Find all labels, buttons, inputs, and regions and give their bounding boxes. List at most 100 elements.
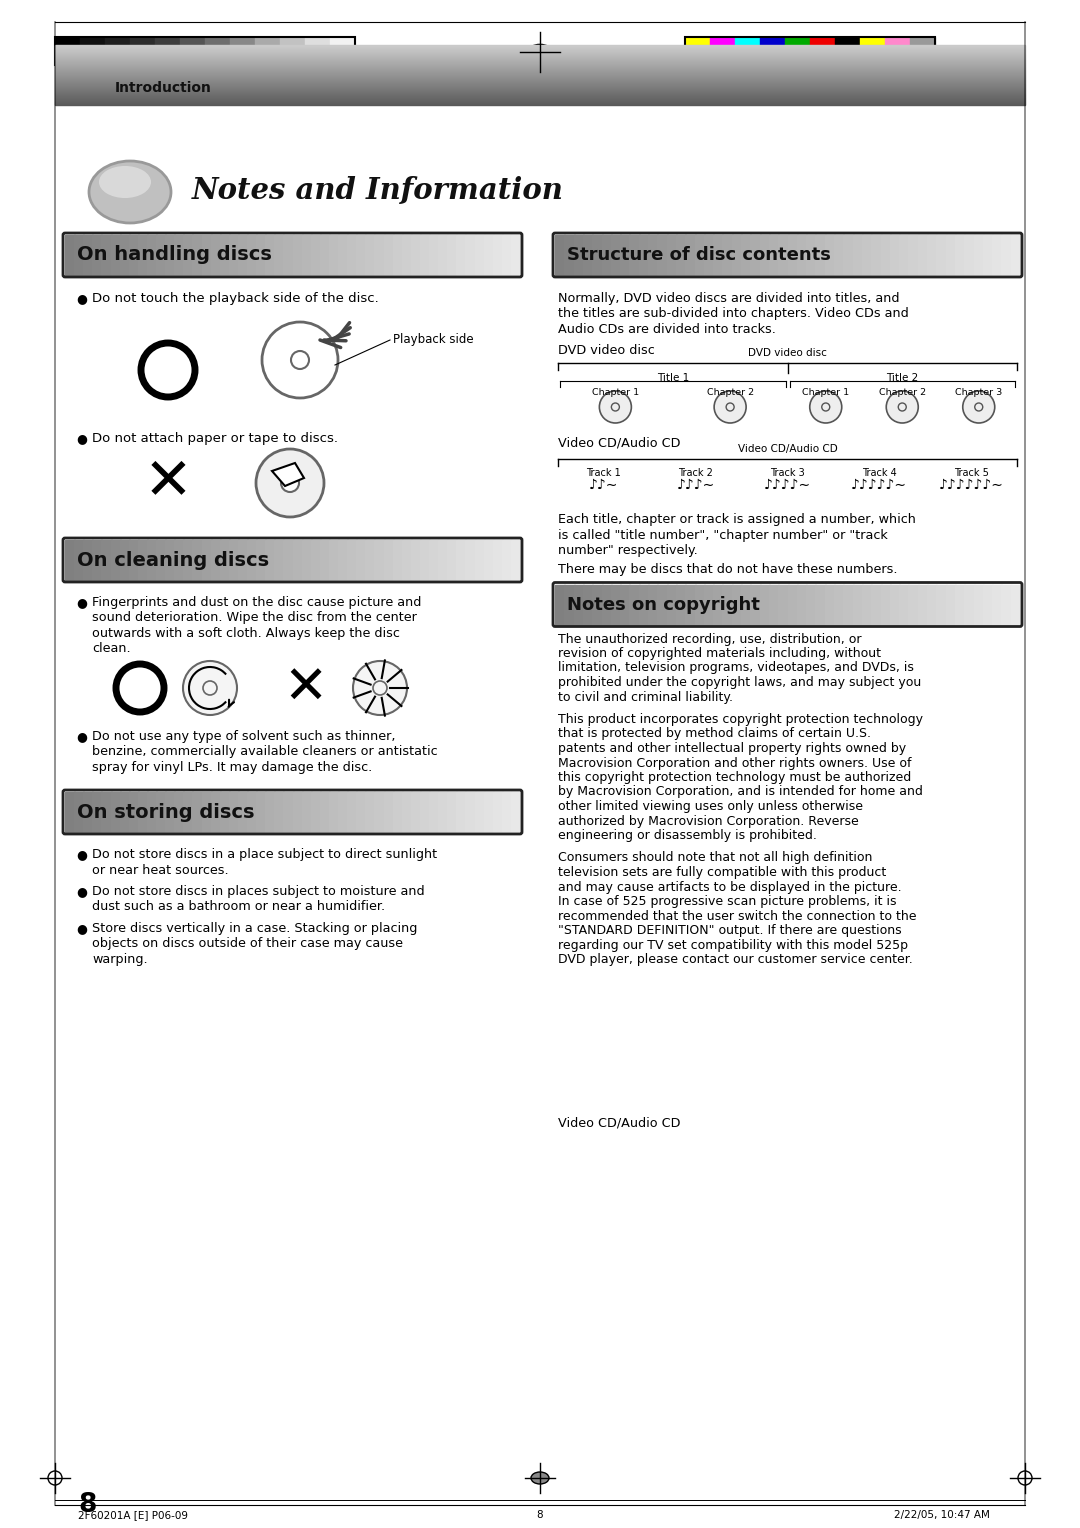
Bar — [438, 539, 448, 581]
Bar — [555, 585, 565, 625]
Bar — [147, 235, 157, 275]
Bar — [301, 235, 312, 275]
Bar — [710, 37, 735, 66]
Text: Track 4: Track 4 — [862, 468, 896, 478]
Bar — [80, 37, 105, 66]
Text: DVD video disc: DVD video disc — [558, 344, 654, 358]
Bar — [429, 792, 440, 833]
Bar — [356, 539, 366, 581]
Bar — [347, 539, 357, 581]
Bar — [329, 235, 339, 275]
Text: Track 5: Track 5 — [954, 468, 988, 478]
Bar — [602, 235, 611, 275]
Bar — [283, 235, 294, 275]
Text: Track 3: Track 3 — [770, 468, 805, 478]
Bar — [573, 235, 584, 275]
Bar — [890, 585, 900, 625]
Bar — [184, 235, 193, 275]
Bar — [165, 539, 175, 581]
Text: the titles are sub-divided into chapters. Video CDs and: the titles are sub-divided into chapters… — [558, 307, 908, 321]
Bar — [75, 235, 84, 275]
Text: this copyright protection technology must be authorized: this copyright protection technology mus… — [558, 772, 912, 784]
Text: Audio CDs are divided into tracks.: Audio CDs are divided into tracks. — [558, 322, 775, 336]
Bar — [648, 585, 659, 625]
Bar — [138, 792, 148, 833]
Text: Playback side: Playback side — [393, 333, 474, 347]
Bar — [583, 235, 593, 275]
Bar — [447, 235, 457, 275]
Bar — [592, 235, 603, 275]
Bar — [806, 235, 816, 275]
Bar — [393, 539, 403, 581]
Bar — [611, 585, 621, 625]
Bar — [102, 539, 111, 581]
Bar — [347, 235, 357, 275]
Bar — [760, 37, 785, 66]
Bar — [110, 235, 121, 275]
Bar — [320, 539, 329, 581]
Bar — [983, 585, 994, 625]
Bar — [704, 235, 714, 275]
Bar — [993, 235, 1002, 275]
Circle shape — [810, 391, 841, 423]
Bar — [685, 37, 935, 66]
Bar — [301, 539, 312, 581]
Bar — [83, 539, 93, 581]
Text: other limited viewing uses only unless otherwise: other limited viewing uses only unless o… — [558, 801, 863, 813]
Text: Introduction: Introduction — [114, 81, 212, 95]
Bar — [383, 539, 393, 581]
Bar — [713, 585, 724, 625]
Bar — [511, 539, 521, 581]
Bar — [420, 792, 430, 833]
Bar — [834, 235, 845, 275]
Bar — [638, 585, 649, 625]
Circle shape — [599, 391, 632, 423]
Bar — [964, 585, 974, 625]
Bar — [375, 539, 384, 581]
Bar — [311, 539, 321, 581]
Bar — [138, 539, 148, 581]
Bar — [666, 235, 677, 275]
Bar — [274, 235, 284, 275]
Bar — [174, 792, 185, 833]
Bar — [751, 585, 760, 625]
Bar — [184, 539, 193, 581]
Text: Video CD/Audio CD: Video CD/Audio CD — [558, 437, 680, 451]
Text: or near heat sources.: or near heat sources. — [92, 863, 229, 877]
Text: ♪♪∼: ♪♪∼ — [590, 478, 619, 492]
Text: Chapter 2: Chapter 2 — [706, 388, 754, 397]
Text: limitation, television programs, videotapes, and DVDs, is: limitation, television programs, videota… — [558, 662, 914, 674]
Bar — [375, 792, 384, 833]
Text: 2/22/05, 10:47 AM: 2/22/05, 10:47 AM — [894, 1510, 990, 1520]
Bar — [918, 235, 928, 275]
Text: ●: ● — [76, 848, 86, 860]
Bar — [202, 792, 212, 833]
Bar — [219, 235, 230, 275]
Bar — [602, 585, 611, 625]
Bar — [741, 585, 752, 625]
Text: Fingerprints and dust on the disc cause picture and: Fingerprints and dust on the disc cause … — [92, 596, 421, 610]
Bar — [843, 585, 853, 625]
Bar — [946, 235, 956, 275]
Text: patents and other intellectual property rights owned by: patents and other intellectual property … — [558, 743, 906, 755]
Bar — [474, 792, 485, 833]
Bar — [247, 539, 257, 581]
Bar — [860, 37, 885, 66]
Bar — [256, 539, 266, 581]
Bar — [779, 235, 788, 275]
Text: authorized by Macrovision Corporation. Reverse: authorized by Macrovision Corporation. R… — [558, 814, 859, 828]
Bar — [65, 539, 76, 581]
Bar — [880, 235, 891, 275]
Bar — [658, 585, 667, 625]
Bar — [890, 235, 900, 275]
Bar — [685, 235, 696, 275]
Bar — [156, 792, 166, 833]
Bar — [311, 235, 321, 275]
Bar — [205, 37, 230, 66]
Bar — [484, 235, 494, 275]
Bar — [438, 235, 448, 275]
Circle shape — [887, 391, 918, 423]
Text: Structure of disc contents: Structure of disc contents — [567, 246, 831, 264]
Bar — [165, 792, 175, 833]
Bar — [1001, 585, 1012, 625]
